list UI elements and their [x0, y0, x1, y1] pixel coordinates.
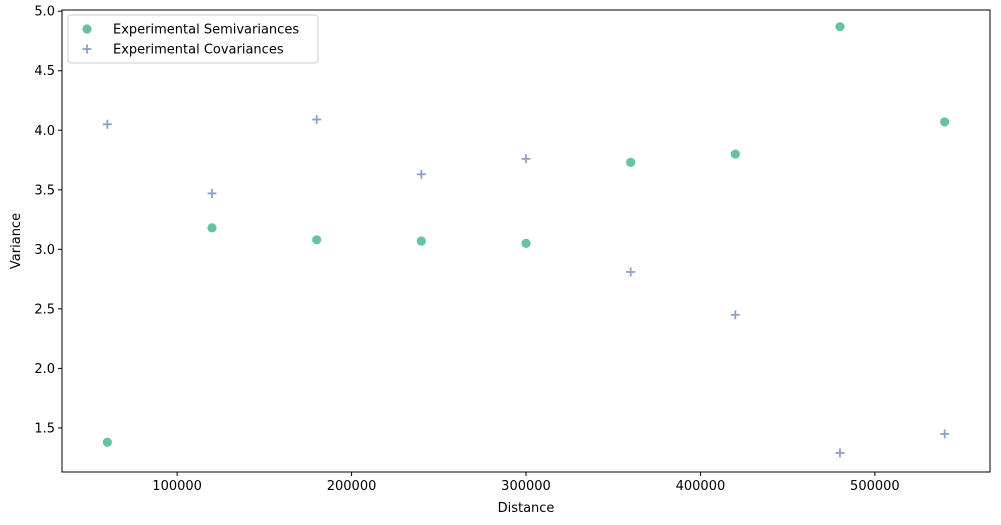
legend-label-semivariances: Experimental Semivariances: [113, 23, 299, 38]
semivariance-point: [102, 437, 112, 447]
x-tick-label: 200000: [327, 479, 377, 494]
y-tick-label: 3.5: [34, 183, 55, 198]
legend-box: [67, 14, 319, 64]
y-tick-label: 2.5: [34, 302, 55, 317]
legend-marker-covariances: [82, 44, 92, 54]
y-axis-label: Variance: [9, 213, 24, 269]
semivariance-point: [521, 238, 531, 248]
plot-marks: [102, 22, 950, 458]
x-tick-label: 400000: [676, 479, 726, 494]
legend-label-covariances: Experimental Covariances: [113, 43, 284, 58]
covariance-point: [626, 267, 636, 277]
semivariance-point: [207, 223, 217, 233]
y-tick-label: 3.0: [34, 243, 55, 258]
legend-marker-semivariances: [82, 24, 92, 34]
y-tick-label: 4.5: [34, 64, 55, 79]
semivariance-point: [940, 117, 950, 127]
x-tick-label: 300000: [501, 479, 551, 494]
covariance-point: [207, 188, 217, 198]
covariance-point: [416, 169, 426, 179]
legend: Experimental Semivariances Experimental …: [67, 14, 319, 64]
x-tick-label: 500000: [850, 479, 900, 494]
semivariance-point: [835, 22, 845, 32]
covariance-point: [730, 310, 740, 320]
y-tick-label: 4.0: [34, 124, 55, 139]
covariance-point: [102, 119, 112, 129]
y-tick-label: 2.0: [34, 362, 55, 377]
covariance-point: [312, 115, 322, 125]
semivariance-point: [416, 236, 426, 246]
y-tick-label: 1.5: [34, 421, 55, 436]
covariance-point: [940, 429, 950, 439]
y-axis: 1.5 2.0 2.5 3.0 3.5 4.0 4.5 5.0: [34, 5, 62, 436]
y-tick-label: 5.0: [34, 5, 55, 20]
covariance-point: [521, 154, 531, 164]
covariance-point: [835, 448, 845, 458]
x-axis: 100000 200000 300000 400000 500000: [152, 472, 900, 494]
semivariance-point: [312, 235, 322, 245]
x-tick-label: 100000: [152, 479, 202, 494]
semivariance-point: [626, 157, 636, 168]
x-axis-label: Distance: [498, 501, 555, 516]
semivariance-point: [730, 149, 740, 159]
